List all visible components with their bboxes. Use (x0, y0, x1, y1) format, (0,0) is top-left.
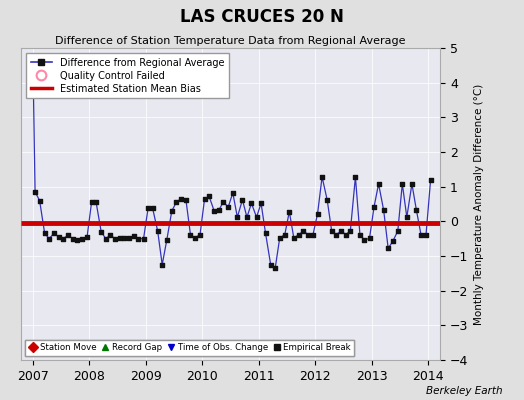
Point (356, 231, 364, 238)
Point (337, 228, 345, 234)
Point (257, 200, 265, 206)
Point (59, 236, 68, 242)
Point (228, 190, 237, 196)
Point (374, 181, 383, 187)
Point (267, 262, 275, 268)
Text: Berkeley Earth: Berkeley Earth (427, 386, 503, 396)
Text: LAS CRUCES 20 N: LAS CRUCES 20 N (180, 8, 344, 26)
Point (402, 214, 411, 220)
Point (318, 174, 326, 180)
Point (200, 196, 209, 202)
Point (224, 204, 233, 210)
Point (323, 197, 331, 203)
Point (36, 197, 44, 204)
Y-axis label: Monthly Temperature Anomaly Difference (°C): Monthly Temperature Anomaly Difference (… (474, 83, 484, 325)
Point (196, 231, 204, 238)
Point (233, 214, 242, 220)
Point (294, 231, 303, 238)
Point (45, 236, 53, 242)
Point (88, 199, 96, 206)
Point (379, 207, 388, 214)
Point (148, 205, 157, 211)
Point (92, 199, 100, 206)
Point (253, 214, 261, 220)
Point (125, 235, 134, 241)
Point (191, 235, 199, 241)
Point (186, 231, 194, 238)
Point (408, 181, 416, 187)
Point (144, 205, 152, 211)
Point (384, 245, 392, 252)
Point (63, 232, 72, 238)
Point (422, 231, 430, 238)
Point (40, 230, 49, 237)
Point (50, 230, 58, 237)
Point (158, 262, 167, 268)
Point (361, 237, 369, 244)
Point (243, 214, 251, 220)
Point (370, 204, 378, 210)
Title: Difference of Station Temperature Data from Regional Average: Difference of Station Temperature Data f… (56, 36, 406, 46)
Legend: Station Move, Record Gap, Time of Obs. Change, Empirical Break: Station Move, Record Gap, Time of Obs. C… (25, 340, 354, 356)
Point (111, 236, 119, 242)
Point (78, 236, 86, 242)
Point (309, 231, 317, 238)
Point (154, 228, 162, 234)
Point (106, 232, 114, 238)
Point (162, 237, 171, 244)
Point (342, 231, 350, 238)
Point (394, 228, 402, 234)
Point (398, 181, 407, 187)
Point (261, 230, 270, 237)
Point (139, 236, 148, 242)
Point (172, 199, 180, 206)
Point (130, 233, 138, 239)
Point (97, 228, 105, 235)
Point (388, 238, 397, 245)
Point (365, 235, 374, 241)
Point (285, 208, 293, 215)
Point (73, 237, 82, 244)
Point (351, 174, 359, 180)
Point (214, 207, 223, 214)
Point (83, 234, 91, 240)
Point (427, 177, 435, 184)
Point (276, 235, 284, 241)
Point (120, 235, 128, 241)
Point (417, 231, 425, 238)
Point (116, 235, 124, 241)
Point (54, 234, 63, 240)
Point (134, 236, 143, 242)
Point (299, 228, 308, 234)
Point (271, 265, 279, 271)
Point (290, 235, 298, 241)
Point (210, 208, 219, 214)
Point (102, 236, 110, 242)
Point (182, 197, 190, 203)
Point (238, 197, 247, 203)
Point (332, 231, 341, 238)
Point (69, 236, 77, 242)
Point (328, 228, 336, 234)
Point (247, 200, 256, 206)
Point (31, 189, 39, 195)
Point (304, 231, 312, 238)
Point (346, 228, 355, 234)
Point (177, 196, 185, 202)
Point (219, 199, 227, 206)
Point (313, 210, 322, 217)
Point (281, 231, 289, 238)
Point (205, 193, 213, 200)
Point (168, 208, 176, 214)
Point (412, 207, 421, 214)
